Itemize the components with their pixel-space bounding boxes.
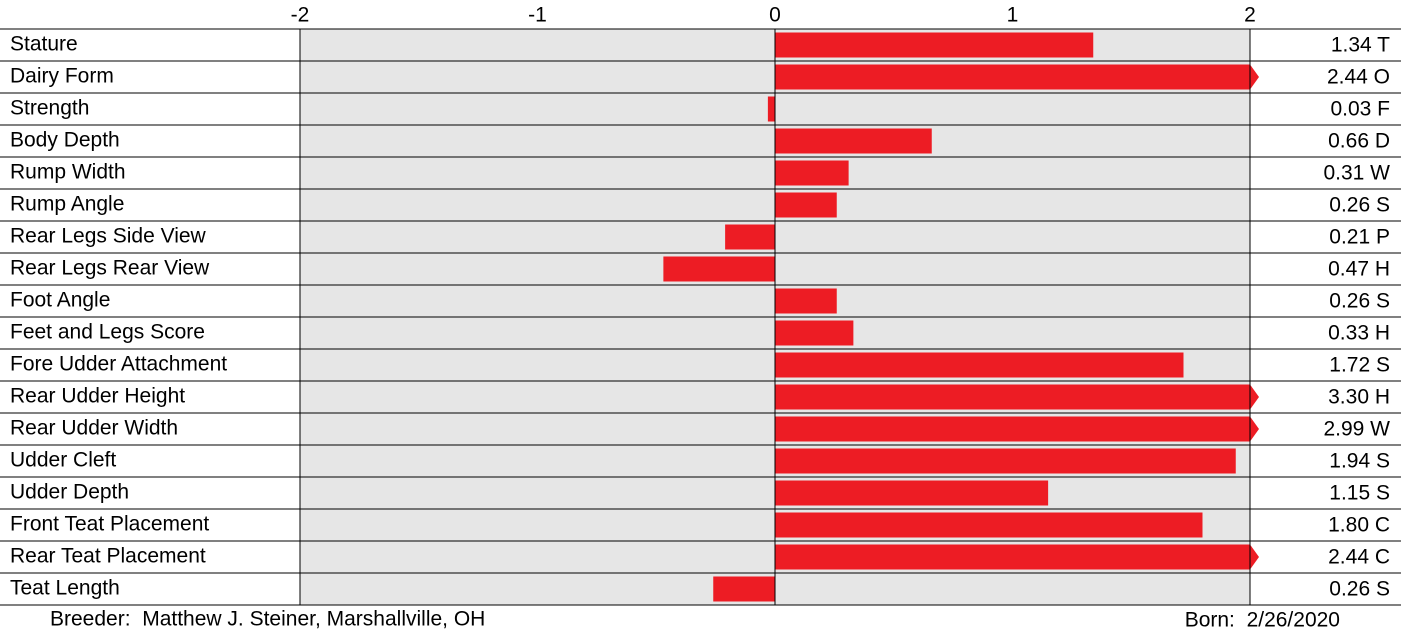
breeder: Breeder: Matthew J. Steiner, Marshallvil… — [50, 608, 485, 631]
value-label: 0.33 H — [1328, 322, 1390, 345]
value-label: 0.31 W — [1323, 162, 1390, 185]
category-label: Rear Udder Width — [10, 417, 178, 440]
bar — [725, 224, 775, 250]
category-label: Rump Angle — [10, 193, 124, 216]
bar — [713, 576, 775, 602]
category-label: Stature — [10, 33, 78, 56]
category-label: Rear Teat Placement — [10, 545, 206, 568]
category-label: Strength — [10, 97, 89, 120]
x-tick-label: -2 — [291, 4, 310, 27]
value-label: 0.03 F — [1330, 98, 1390, 121]
value-label: 0.47 H — [1328, 258, 1390, 281]
bar — [775, 288, 837, 314]
category-label: Rump Width — [10, 161, 126, 184]
x-tick-label: 2 — [1244, 4, 1256, 27]
category-label: Udder Depth — [10, 481, 129, 504]
category-label: Rear Legs Rear View — [10, 257, 210, 280]
bar — [775, 512, 1203, 538]
value-label: 0.21 P — [1329, 226, 1390, 249]
category-label: Udder Cleft — [10, 449, 116, 472]
x-tick-label: 1 — [1007, 4, 1019, 27]
x-tick-label: -1 — [528, 4, 547, 27]
bar — [775, 544, 1259, 570]
bar — [775, 480, 1049, 506]
category-label: Body Depth — [10, 129, 120, 152]
category-label: Foot Angle — [10, 289, 110, 312]
bar — [775, 352, 1184, 378]
category-label: Rear Udder Height — [10, 385, 185, 408]
bar — [775, 160, 849, 186]
category-label: Teat Length — [10, 577, 120, 600]
bar — [775, 384, 1259, 410]
category-label: Rear Legs Side View — [10, 225, 207, 248]
bar — [663, 256, 775, 282]
x-tick-label: 0 — [769, 4, 781, 27]
category-label: Feet and Legs Score — [10, 321, 205, 344]
bar — [775, 64, 1259, 90]
category-label: Front Teat Placement — [10, 513, 209, 536]
bar — [775, 448, 1236, 474]
category-label: Dairy Form — [10, 65, 114, 88]
bar — [775, 192, 837, 218]
value-label: 2.44 O — [1327, 66, 1390, 89]
bar — [767, 96, 775, 122]
value-label: 1.94 S — [1329, 450, 1390, 473]
value-label: 0.26 S — [1329, 194, 1390, 217]
bar — [775, 128, 932, 154]
value-label: 0.26 S — [1329, 290, 1390, 313]
value-label: 0.66 D — [1328, 130, 1390, 153]
value-label: 1.72 S — [1329, 354, 1390, 377]
bar — [775, 32, 1094, 58]
bar — [775, 416, 1259, 442]
value-label: 1.80 C — [1328, 514, 1390, 537]
value-label: 1.15 S — [1329, 482, 1390, 505]
born: Born: 2/26/2020 — [1185, 609, 1340, 632]
value-label: 3.30 H — [1328, 386, 1390, 409]
category-label: Fore Udder Attachment — [10, 353, 227, 376]
value-label: 2.99 W — [1323, 418, 1390, 441]
value-label: 0.26 S — [1329, 578, 1390, 601]
bar — [775, 320, 854, 346]
value-label: 1.34 T — [1331, 34, 1390, 57]
value-label: 2.44 C — [1328, 546, 1390, 569]
